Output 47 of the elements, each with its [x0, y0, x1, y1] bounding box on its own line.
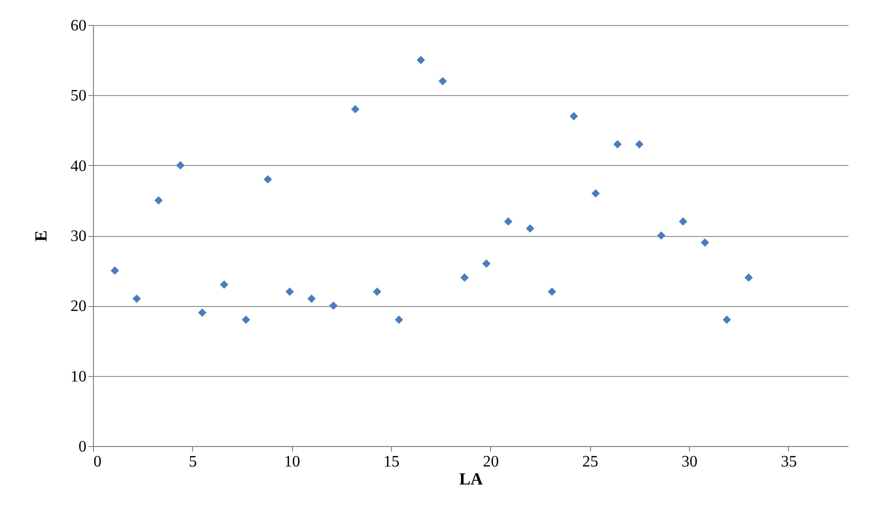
point [242, 316, 250, 324]
point [264, 175, 272, 184]
point [132, 294, 141, 303]
x-tick-label: 0 [94, 454, 102, 470]
x-axis-title: LA [459, 470, 484, 488]
point [570, 112, 578, 120]
point [329, 301, 338, 310]
point [504, 217, 512, 226]
y-tick-label: 30 [70, 228, 86, 245]
y-tick-label: 50 [70, 88, 86, 105]
point [394, 316, 404, 324]
point [591, 189, 600, 198]
point [722, 316, 731, 324]
point [438, 76, 447, 86]
point [700, 238, 710, 247]
x-tick-label: 25 [582, 454, 598, 470]
point [286, 287, 294, 296]
point [351, 105, 360, 114]
x-tick-label: 35 [780, 454, 797, 470]
point [372, 287, 382, 296]
x-tick-label: 30 [682, 454, 698, 470]
x-tick-label: 15 [384, 454, 400, 470]
point [657, 231, 666, 240]
point [110, 266, 120, 275]
y-tick-label: 60 [70, 18, 86, 34]
point [460, 273, 469, 282]
x-tick-label: 5 [188, 454, 197, 470]
x-tick-label: 20 [482, 454, 499, 470]
point [176, 161, 185, 170]
point [744, 273, 753, 282]
y-tick-label: 40 [70, 158, 86, 175]
y-axis-title: E [32, 230, 50, 242]
y-tick-label: 10 [70, 368, 86, 386]
point [526, 224, 534, 233]
x-tick-label: 10 [284, 454, 300, 470]
y-tick-label: 20 [70, 298, 86, 316]
point [198, 308, 206, 317]
point [220, 280, 228, 289]
y-tick-label: 0 [78, 438, 86, 456]
point [307, 294, 316, 303]
point [482, 259, 491, 268]
point [635, 140, 644, 148]
point [678, 217, 688, 226]
point [154, 196, 163, 205]
point [613, 140, 622, 148]
point [548, 287, 556, 296]
point [416, 56, 426, 64]
